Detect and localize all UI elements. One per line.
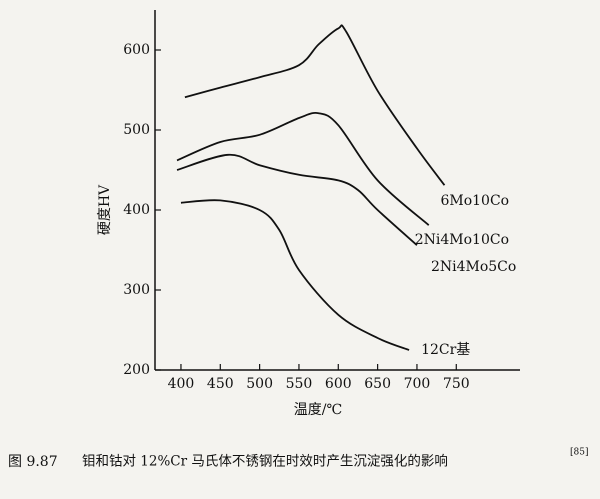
y-tick-label: 200 <box>123 362 150 378</box>
y-axis-label: 硬度HV <box>97 184 113 235</box>
x-tick-label: 400 <box>168 376 195 392</box>
series-label: 2Ni4Mo5Co <box>431 259 516 275</box>
y-tick-label: 300 <box>123 282 150 298</box>
line-series <box>180 199 410 351</box>
x-tick-label: 600 <box>325 376 352 392</box>
x-tick-label: 750 <box>443 376 470 392</box>
line-series <box>176 153 418 246</box>
series-label: 2Ni4Mo10Co <box>415 232 509 248</box>
y-tick-label: 400 <box>123 202 150 218</box>
caption-ref: [85] <box>570 448 588 458</box>
line-series <box>176 112 430 226</box>
caption-number: 图 9.87 <box>8 454 58 470</box>
series-label: 6Mo10Co <box>440 193 509 209</box>
x-tick-label: 700 <box>404 376 431 392</box>
y-tick-label: 600 <box>123 42 150 58</box>
x-axis-label: 温度/℃ <box>294 402 342 418</box>
x-tick-label: 550 <box>286 376 313 392</box>
series-label: 12Cr基 <box>421 341 470 358</box>
x-tick-label: 450 <box>207 376 234 392</box>
y-tick-label: 500 <box>123 122 150 138</box>
line-series <box>184 24 446 186</box>
caption-text: 钼和钴对 12%Cr 马氏体不锈钢在时效时产生沉淀强化的影响 <box>82 454 448 470</box>
x-tick-label: 500 <box>246 376 273 392</box>
x-tick-label: 650 <box>364 376 391 392</box>
